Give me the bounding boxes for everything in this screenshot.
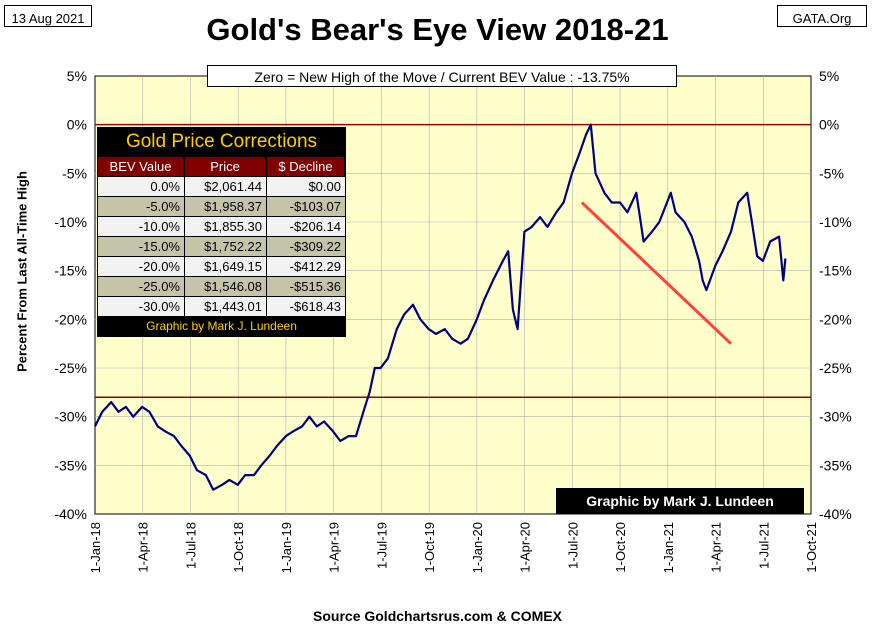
x-tick-label: 1-Jul-21 [756,522,771,569]
x-tick-label: 1-Oct-21 [804,522,819,573]
y-tick-label-right: -15% [819,263,852,279]
bev-series-line [94,123,787,491]
cell-decline: -$618.43 [266,297,345,316]
cell-bev: -30.0% [98,297,184,316]
y-tick-label-right: 0% [819,117,839,133]
x-tick-label: 1-Apr-21 [709,522,724,573]
cell-price: $2,061.44 [184,177,266,196]
corrections-table-title: Gold Price Corrections [125,131,318,152]
table-row: 0.0% $2,061.44 $0.00 [98,176,345,196]
corrections-table: Gold Price Corrections BEV Value Price $… [97,127,346,337]
y-tick-label-left: -10% [54,214,87,230]
cell-bev: 0.0% [98,177,184,196]
y-tick-label-left: 5% [67,68,87,84]
cell-price: $1,855.30 [184,217,266,236]
x-tick-label: 1-Oct-20 [613,522,628,573]
y-tick-label-left: 0% [67,117,87,133]
y-tick-label-right: -10% [819,214,852,230]
cell-decline: -$412.29 [266,257,345,276]
y-axis-label: Percent From Last All-Time High [14,171,30,372]
table-row: -30.0% $1,443.01 -$618.43 [98,296,345,316]
cell-bev: -25.0% [98,277,184,296]
cell-price: $1,649.15 [184,257,266,276]
y-tick-label-right: -25% [819,360,852,376]
y-tick-label-left: -40% [54,506,87,522]
x-tick-label: 1-Jul-19 [374,522,389,569]
source-label: GATA.Org [777,5,867,27]
cell-decline: -$309.22 [266,237,345,256]
header-decline: $ Decline [266,157,345,176]
cell-bev: -10.0% [98,217,184,236]
x-tick-label: 1-Jul-18 [183,522,198,569]
y-tick-label-left: -30% [54,409,87,425]
y-tick-label-left: -25% [54,360,87,376]
x-tick-label: 1-Jan-19 [279,522,294,573]
cell-price: $1,752.22 [184,237,266,256]
cell-bev: -5.0% [98,197,184,216]
x-tick-label: 1-Oct-19 [422,522,437,573]
trend-line [580,201,733,345]
cell-bev: -15.0% [98,237,184,256]
y-tick-label-right: -40% [819,506,852,522]
cell-decline: -$103.07 [266,197,345,216]
x-tick-label: 1-Apr-19 [327,522,342,573]
chart-title: Gold's Bear's Eye View 2018-21 [206,12,669,47]
y-tick-label-right: -20% [819,311,852,327]
x-tick-label: 1-Apr-18 [136,522,151,573]
x-tick-label: 1-Jan-18 [88,522,103,573]
x-tick-label: 1-Jan-20 [470,522,485,573]
table-row: -20.0% $1,649.15 -$412.29 [98,256,345,276]
x-tick-label: 1-Jul-20 [565,522,580,569]
corrections-table-footer: Graphic by Mark J. Lundeen [98,316,345,336]
header-price: Price [184,157,266,176]
credit-box: Graphic by Mark J. Lundeen [556,488,804,514]
y-tick-label-left: -15% [54,263,87,279]
table-row: -15.0% $1,752.22 -$309.22 [98,236,345,256]
y-tick-label-left: -20% [54,311,87,327]
table-row: -5.0% $1,958.37 -$103.07 [98,196,345,216]
cell-decline: $0.00 [266,177,345,196]
y-tick-label-right: -35% [819,457,852,473]
cell-decline: -$515.36 [266,277,345,296]
y-tick-label-right: 5% [819,68,839,84]
cell-price: $1,443.01 [184,297,266,316]
y-tick-label-left: -5% [62,165,87,181]
y-tick-label-right: -5% [819,165,844,181]
source-footer: Source Goldchartsrus.com & COMEX [313,608,562,624]
table-row: -25.0% $1,546.08 -$515.36 [98,276,345,296]
x-tick-label: 1-Apr-20 [518,522,533,573]
y-tick-label-right: -30% [819,409,852,425]
corrections-table-header: BEV Value Price $ Decline [98,156,345,176]
chart-subtitle: Zero = New High of the Move / Current BE… [207,65,677,87]
header-bev: BEV Value [98,157,184,176]
y-tick-label-left: -35% [54,457,87,473]
table-row: -10.0% $1,855.30 -$206.14 [98,216,345,236]
cell-bev: -20.0% [98,257,184,276]
cell-decline: -$206.14 [266,217,345,236]
x-tick-label: 1-Oct-18 [231,522,246,573]
date-label: 13 Aug 2021 [4,5,92,27]
cell-price: $1,958.37 [184,197,266,216]
cell-price: $1,546.08 [184,277,266,296]
x-tick-label: 1-Jan-21 [661,522,676,573]
